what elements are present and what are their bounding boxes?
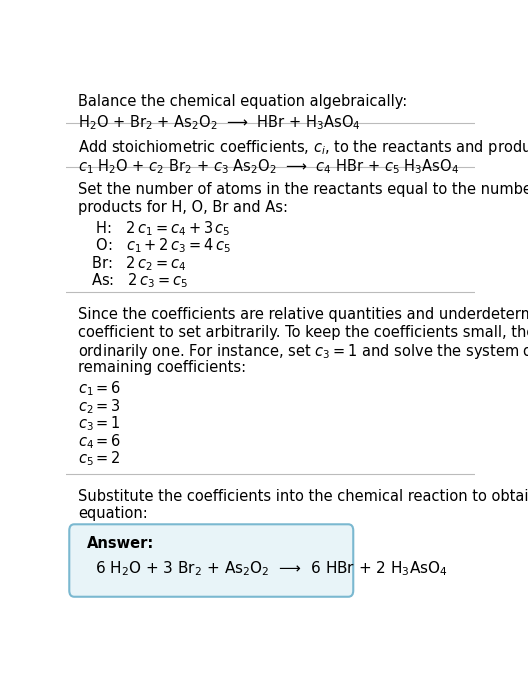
Text: Add stoichiometric coefficients, $c_i$, to the reactants and products:: Add stoichiometric coefficients, $c_i$, …: [78, 139, 528, 158]
Text: Set the number of atoms in the reactants equal to the number of atoms in the: Set the number of atoms in the reactants…: [78, 183, 528, 197]
Text: Balance the chemical equation algebraically:: Balance the chemical equation algebraica…: [78, 94, 408, 109]
Text: Since the coefficients are relative quantities and underdetermined, choose a: Since the coefficients are relative quan…: [78, 308, 528, 322]
Text: H$_2$O + Br$_2$ + As$_2$O$_2$  ⟶  HBr + H$_3$AsO$_4$: H$_2$O + Br$_2$ + As$_2$O$_2$ ⟶ HBr + H$…: [78, 114, 361, 132]
Text: Br:   $2\,c_2 = c_4$: Br: $2\,c_2 = c_4$: [91, 254, 186, 272]
FancyBboxPatch shape: [69, 525, 353, 597]
Text: 6 H$_2$O + 3 Br$_2$ + As$_2$O$_2$  ⟶  6 HBr + 2 H$_3$AsO$_4$: 6 H$_2$O + 3 Br$_2$ + As$_2$O$_2$ ⟶ 6 HB…: [95, 560, 447, 579]
Text: $c_5 = 2$: $c_5 = 2$: [78, 450, 121, 468]
Text: $c_2 = 3$: $c_2 = 3$: [78, 397, 121, 416]
Text: products for H, O, Br and As:: products for H, O, Br and As:: [78, 200, 288, 215]
Text: coefficient to set arbitrarily. To keep the coefficients small, the arbitrary va: coefficient to set arbitrarily. To keep …: [78, 325, 528, 340]
Text: As:   $2\,c_3 = c_5$: As: $2\,c_3 = c_5$: [91, 272, 187, 290]
Text: H:   $2\,c_1 = c_4 + 3\,c_5$: H: $2\,c_1 = c_4 + 3\,c_5$: [91, 219, 230, 238]
Text: $c_4 = 6$: $c_4 = 6$: [78, 432, 121, 451]
Text: Substitute the coefficients into the chemical reaction to obtain the balanced: Substitute the coefficients into the che…: [78, 489, 528, 504]
Text: Answer:: Answer:: [87, 536, 154, 552]
Text: $c_3 = 1$: $c_3 = 1$: [78, 415, 121, 433]
Text: remaining coefficients:: remaining coefficients:: [78, 360, 247, 375]
Text: $c_1 = 6$: $c_1 = 6$: [78, 380, 121, 398]
Text: equation:: equation:: [78, 506, 148, 521]
Text: O:   $c_1 + 2\,c_3 = 4\,c_5$: O: $c_1 + 2\,c_3 = 4\,c_5$: [91, 237, 231, 256]
Text: ordinarily one. For instance, set $c_3 = 1$ and solve the system of equations fo: ordinarily one. For instance, set $c_3 =…: [78, 342, 528, 361]
Text: $c_1$ H$_2$O + $c_2$ Br$_2$ + $c_3$ As$_2$O$_2$  ⟶  $c_4$ HBr + $c_5$ H$_3$AsO$_: $c_1$ H$_2$O + $c_2$ Br$_2$ + $c_3$ As$_…: [78, 158, 459, 176]
